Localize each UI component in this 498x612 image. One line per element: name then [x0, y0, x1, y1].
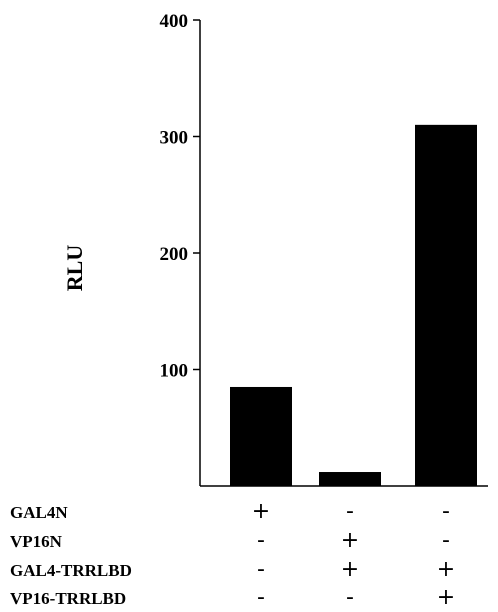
bar — [415, 124, 477, 486]
y-tick-label: 300 — [160, 128, 189, 149]
plus-mark: + — [341, 528, 359, 553]
y-tick-label: 100 — [160, 361, 189, 382]
y-axis-title: RLU — [62, 245, 87, 292]
bars — [230, 124, 477, 486]
minus-mark: - — [257, 557, 265, 582]
y-ticks: 100 200 300 400 — [160, 11, 200, 382]
bar — [230, 386, 292, 486]
plus-mark: + — [341, 557, 359, 582]
condition-row-label: VP16N — [10, 532, 63, 551]
minus-mark: - — [257, 585, 265, 610]
minus-mark: - — [346, 585, 354, 610]
minus-mark: - — [442, 528, 450, 553]
minus-mark: - — [257, 528, 265, 553]
minus-mark: - — [346, 499, 354, 524]
condition-row-label: GAL4-TRRLBD — [10, 561, 132, 580]
plus-mark: + — [252, 499, 270, 524]
condition-row-label: VP16-TRRLBD — [10, 589, 126, 608]
plus-mark: + — [437, 557, 455, 582]
condition-table: GAL4N + - - VP16N - + - GAL4-TRRLBD - + + VP16-TRRLB… — [10, 499, 455, 610]
minus-mark: - — [442, 499, 450, 524]
condition-row-label: GAL4N — [10, 503, 68, 522]
y-tick-label: 200 — [160, 244, 189, 265]
y-tick-label: 400 — [160, 11, 189, 32]
bar — [319, 472, 381, 486]
plus-mark: + — [437, 585, 455, 610]
